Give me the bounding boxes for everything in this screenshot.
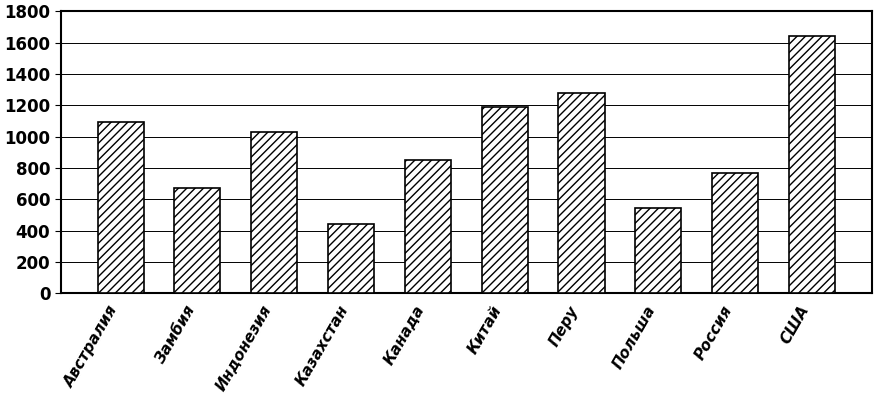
Bar <box>482 107 527 293</box>
Bar <box>712 173 758 293</box>
Bar <box>97 123 144 293</box>
Bar <box>251 132 297 293</box>
Bar <box>789 36 835 293</box>
Bar <box>405 160 451 293</box>
Bar <box>174 188 221 293</box>
Bar <box>558 93 604 293</box>
Bar <box>635 208 682 293</box>
Bar <box>328 224 374 293</box>
